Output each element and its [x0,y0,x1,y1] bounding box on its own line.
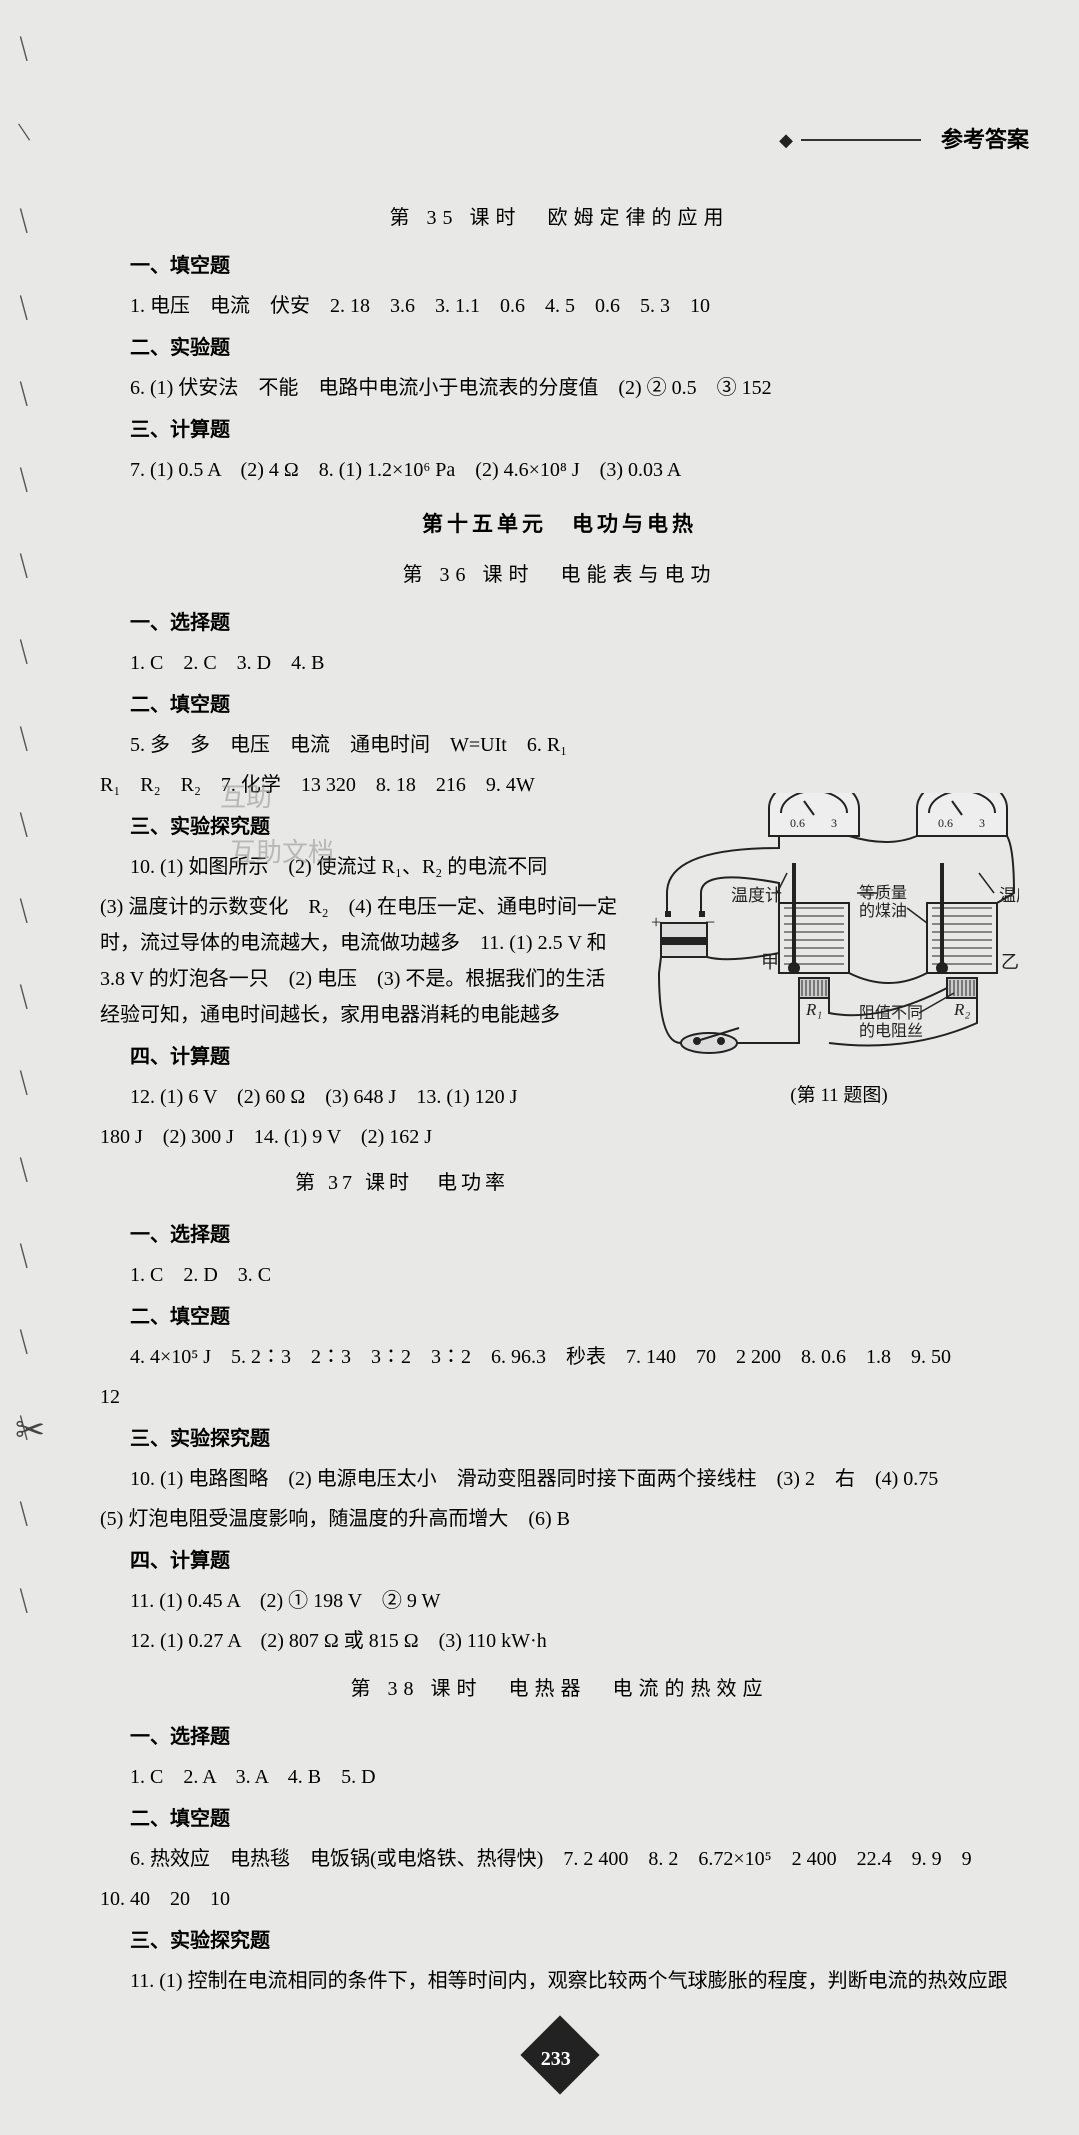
l36-s3-l4: 3.8 V 的灯泡各一只 (2) 电压 (3) 不是。根据我们的生活 [90,961,634,997]
l36-s4-l2: 180 J (2) 300 J 14. (1) 9 V (2) 162 J [90,1119,634,1155]
l35-s1-title: 一、填空题 [90,248,1029,284]
l38-s1-answers: 1. C 2. A 3. A 4. B 5. D [90,1759,1029,1795]
l38-s1-title: 一、选择题 [90,1719,1029,1755]
l38-s2-l2: 10. 40 20 10 [90,1881,1029,1917]
l37-s4-title: 四、计算题 [90,1543,1029,1579]
svg-text:3: 3 [979,816,985,830]
l36-s3-l2: (3) 温度计的示数变化 R₂ (4) 在电压一定、通电时间一定 [90,889,634,925]
watermark-2: 互助文档 [230,830,334,877]
l37-s3-l2: (5) 灯泡电阻受温度影响，随温度的升高而增大 (6) B [90,1501,1029,1537]
figure-11-caption: (第 11 题图) [649,1079,1029,1113]
l35-s2-title: 二、实验题 [90,330,1029,366]
l37-s1-title: 一、选择题 [90,1217,1029,1253]
l36-s2-l1: 5. 多 多 电压 电流 通电时间 W=UIt 6. R₁ [90,727,1029,763]
page-number-badge: 233 [90,2027,1029,2095]
l35-s2-answers: 6. (1) 伏安法 不能 电路中电流小于电流表的分度值 (2) ② 0.5 ③… [90,370,1029,406]
page-content: ◆ 参考答案 第 35 课时 欧姆定律的应用 一、填空题 1. 电压 电流 伏安… [0,0,1079,2135]
l36-s3-l3: 时，流过导体的电流越大，电流做功越多 11. (1) 2.5 V 和 [90,925,634,961]
svg-text:的煤油: 的煤油 [859,902,907,920]
page-header: ◆ 参考答案 [90,120,1029,160]
fig-thermo-r: 温度计 [999,886,1019,905]
svg-text:0.6: 0.6 [938,816,953,830]
header-rule [801,139,921,141]
fig-r1: R₁ [805,1000,822,1019]
svg-text:+: + [651,912,661,932]
l36-s2-title: 二、填空题 [90,687,1029,723]
l37-s2-title: 二、填空题 [90,1299,1029,1335]
l37-s2-l2: 12 [90,1379,1029,1415]
lesson-37-title: 第 37 课时 电功率 [90,1165,634,1201]
svg-text:3: 3 [831,816,837,830]
l37-s3-title: 三、实验探究题 [90,1421,1029,1457]
fig-yi: 乙 [1001,952,1019,972]
figure-11: 0.6 3 0.6 3 A A + − [649,793,1029,1113]
l37-s3-l1: 10. (1) 电路图略 (2) 电源电压太小 滑动变阻器同时接下面两个接线柱 … [90,1461,1029,1497]
fig-thermo-l: 温度计 [731,886,782,905]
svg-text:的电阻丝: 的电阻丝 [859,1022,923,1040]
l36-s4-l1: 12. (1) 6 V (2) 60 Ω (3) 648 J 13. (1) 1… [90,1079,634,1115]
lesson-38-title: 第 38 课时 电热器 电流的热效应 [90,1671,1029,1707]
l38-s3-title: 三、实验探究题 [90,1923,1029,1959]
l37-s1-answers: 1. C 2. D 3. C [90,1257,1029,1293]
circuit-diagram-icon: 0.6 3 0.6 3 A A + − [649,793,1019,1073]
svg-text:0.6: 0.6 [790,816,805,830]
diamond-marker: ◆ [779,124,793,156]
fig-jia: 甲 [761,952,779,972]
fig-r2: R₂ [953,1000,970,1019]
l36-s4-title: 四、计算题 [90,1039,634,1075]
lesson-36-title: 第 36 课时 电能表与电功 [90,557,1029,593]
watermark-1: 互助 [220,775,272,822]
l36-s3-l1: 10. (1) 如图所示 (2) 使流过 R₁、R₂ 的电流不同 [90,849,634,885]
l37-s2-l1: 4. 4×10⁵ J 5. 2∶3 2∶3 3∶2 3∶2 6. 96.3 秒表… [90,1339,1029,1375]
lesson-35-title: 第 35 课时 欧姆定律的应用 [90,200,1029,236]
svg-text:阻值不同: 阻值不同 [859,1004,923,1022]
l36-s3-title: 三、实验探究题 [90,809,634,845]
l36-s1-answers: 1. C 2. C 3. D 4. B [90,645,1029,681]
l37-s4-l2: 12. (1) 0.27 A (2) 807 Ω 或 815 Ω (3) 110… [90,1623,1029,1659]
l38-s2-title: 二、填空题 [90,1801,1029,1837]
l38-s2-l1: 6. 热效应 电热毯 电饭锅(或电烙铁、热得快) 7. 2 400 8. 2 6… [90,1841,1029,1877]
l35-s3-title: 三、计算题 [90,412,1029,448]
l38-s3-l1: 11. (1) 控制在电流相同的条件下，相等时间内，观察比较两个气球膨胀的程度，… [90,1963,1029,1999]
l35-s1-answers: 1. 电压 电流 伏安 2. 18 3.6 3. 1.1 0.6 4. 5 0.… [90,288,1029,324]
unit-15-title: 第十五单元 电功与电热 [90,506,1029,544]
l37-s4-l1: 11. (1) 0.45 A (2) ① 198 V ② 9 W [90,1583,1029,1619]
l36-s3-l5: 经验可知，通电时间越长，家用电器消耗的电能越多 [90,997,634,1033]
l35-s3-answers: 7. (1) 0.5 A (2) 4 Ω 8. (1) 1.2×10⁶ Pa (… [90,452,1029,488]
svg-text:−: − [705,912,715,932]
l36-s1-title: 一、选择题 [90,605,1029,641]
header-title: 参考答案 [941,120,1029,160]
page-number: 233 [527,2042,583,2078]
